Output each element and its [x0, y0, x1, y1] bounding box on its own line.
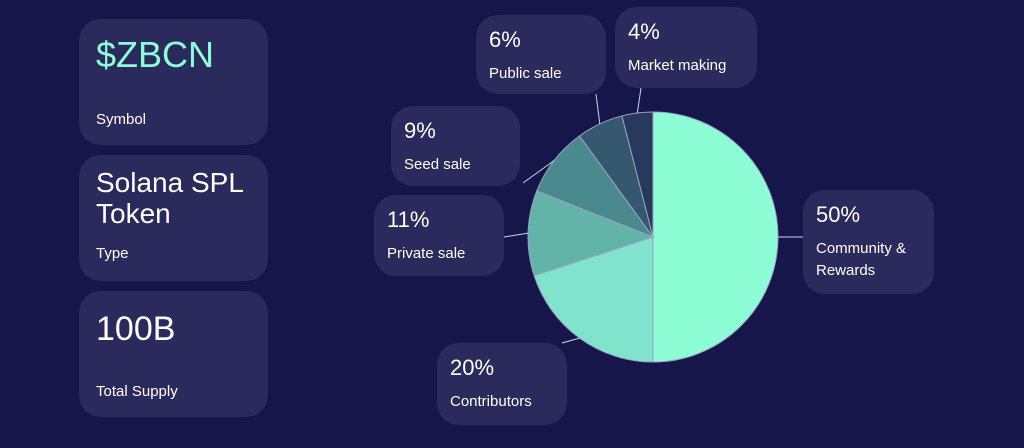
slice-card-seed-sale: 9% Seed sale	[391, 106, 520, 186]
leader-line	[503, 232, 529, 238]
slice-card-market-making: 4% Market making	[615, 7, 757, 88]
symbol-label: Symbol	[96, 111, 147, 128]
supply-card: 100B Total Supply	[79, 291, 268, 417]
slice-card-private-sale: 11% Private sale	[374, 195, 504, 276]
slice-name: Contributors	[450, 393, 532, 410]
leader-line	[595, 93, 601, 124]
type-card: Solana SPL Token Type	[79, 155, 268, 281]
slice-pct: 4%	[628, 19, 660, 44]
slice-pct: 50%	[816, 202, 861, 227]
pie-slice-private-sale	[527, 190, 655, 277]
supply-label: Total Supply	[96, 383, 178, 400]
pie-slice-contributors	[533, 236, 654, 363]
slice-card-community: 50% Community & Rewards	[803, 190, 934, 294]
supply-value: 100B	[96, 310, 176, 348]
slice-pct: 11%	[387, 207, 430, 232]
slice-pct: 6%	[489, 27, 521, 52]
symbol-value: $ZBCN	[96, 34, 215, 75]
slice-name: Seed sale	[404, 156, 471, 173]
slice-card-contributors: 20% Contributors	[437, 343, 567, 425]
slice-name: Market making	[628, 57, 727, 74]
slice-pct: 9%	[404, 118, 436, 143]
slice-card-public-sale: 6% Public sale	[476, 15, 606, 94]
leader-line	[636, 87, 642, 114]
slice-name: Community & Rewards	[816, 240, 907, 279]
leader-line	[522, 159, 555, 184]
symbol-card: $ZBCN Symbol	[79, 19, 268, 145]
slice-pct: 20%	[450, 355, 495, 380]
leader-line	[561, 337, 580, 344]
slice-name: Private sale	[387, 245, 466, 262]
type-value: Solana SPL Token	[96, 167, 243, 229]
slice-name: Public sale	[489, 65, 562, 82]
type-label: Type	[96, 245, 129, 262]
pie-slice-community-rewards	[652, 111, 779, 363]
